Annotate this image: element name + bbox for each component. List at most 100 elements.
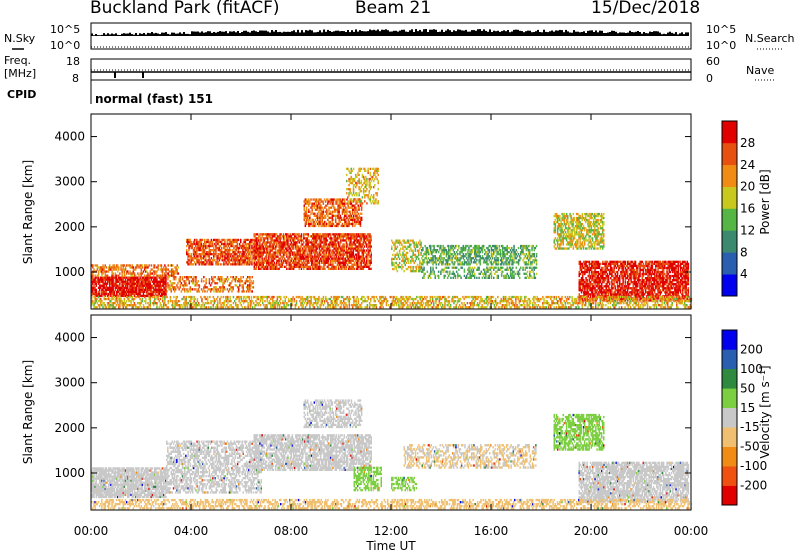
echo-cell [285,245,287,248]
echo-cell [211,244,214,248]
echo-cell [191,242,194,246]
echo-cell [220,242,223,246]
echo-cell [259,249,261,252]
echo-cell [299,251,302,254]
echo-cell [363,239,366,242]
echo-cell [362,175,365,179]
echo-cell [317,212,319,215]
echo-cell [167,272,169,275]
echo-cell [92,286,94,289]
echo-cell [188,244,190,248]
echo-cell [152,276,155,279]
echo-cell [303,251,305,254]
echo-cell [234,280,237,283]
echo-cell [129,266,131,269]
echo-cell [345,265,348,268]
echo-cell [232,240,234,244]
echo-cell [449,257,451,260]
echo-cell [498,246,501,250]
echo-cell [198,290,201,293]
echo-cell [219,249,222,252]
echo-cell [367,167,369,170]
echo-cell [252,255,254,258]
echo-cell [393,263,395,267]
echo-cell [356,184,358,187]
echo-cell [212,288,214,291]
echo-cell [363,257,366,260]
echo-cell [312,218,314,221]
echo-cell [208,263,210,266]
echo-cell [328,257,331,260]
echo-cell [469,272,471,275]
echo-cell [246,255,249,258]
echo-cell [267,267,269,270]
echo-cell [181,278,184,281]
echo-cell [314,212,317,215]
echo-cell [131,276,133,279]
echo-cell [292,259,295,262]
echo-cell [112,276,114,279]
echo-cell [351,206,354,209]
echo-cell [290,241,293,244]
nave-top-tick: 60 [706,55,720,68]
echo-cell [106,282,109,285]
echo-cell [309,210,311,213]
echo-cell [180,290,183,293]
echo-cell [141,294,144,298]
echo-cell [161,274,164,277]
echo-cell [330,233,332,236]
echo-cell [298,261,300,264]
echo-cell [334,261,336,264]
echo-cell [321,214,323,217]
echo-cell [93,280,95,283]
echo-cell [91,272,93,275]
echo-cell [435,261,438,264]
echo-cell [115,278,118,281]
echo-cell [204,261,206,264]
echo-cell [105,282,108,285]
echo-cell [358,192,360,195]
echo-cell [467,244,469,248]
echo-cell [479,251,481,254]
echo-cell [122,282,124,285]
echo-cell [369,247,371,250]
echo-cell [285,261,287,264]
echo-cell [450,249,452,252]
echo-cell [106,278,109,281]
echo-cell [121,284,123,287]
echo-cell [177,282,179,285]
echo-cell [365,175,367,179]
echo-cell [241,244,243,248]
echo-cell [269,235,271,238]
echo-cell [152,270,155,273]
echo-cell [173,290,176,293]
echo-cell [345,261,348,264]
echo-cell [535,253,538,256]
echo-cell [484,249,486,252]
echo-cell [276,239,278,242]
echo-cell [188,238,190,242]
echo-cell [254,249,257,252]
echo-cell [244,238,246,242]
echo-cell [287,249,289,252]
echo-cell [529,251,531,254]
echo-cell [247,251,250,254]
echo-cell [219,253,222,256]
echo-cell [410,261,412,265]
echo-cell [202,242,205,246]
echo-cell [437,270,440,273]
echo-cell [111,278,113,281]
echo-cell [371,200,374,203]
echo-cell [466,274,468,277]
echo-cell [160,292,163,296]
echo-cell [214,276,216,279]
echo-cell [125,282,128,285]
echo-cell [362,192,365,195]
echo-cell [192,249,195,252]
echo-cell [373,196,375,199]
echo-cell [245,278,248,281]
echo-cell [459,261,461,264]
echo-cell [415,257,418,261]
echo-cell [157,290,159,293]
echo-cell [271,233,273,236]
